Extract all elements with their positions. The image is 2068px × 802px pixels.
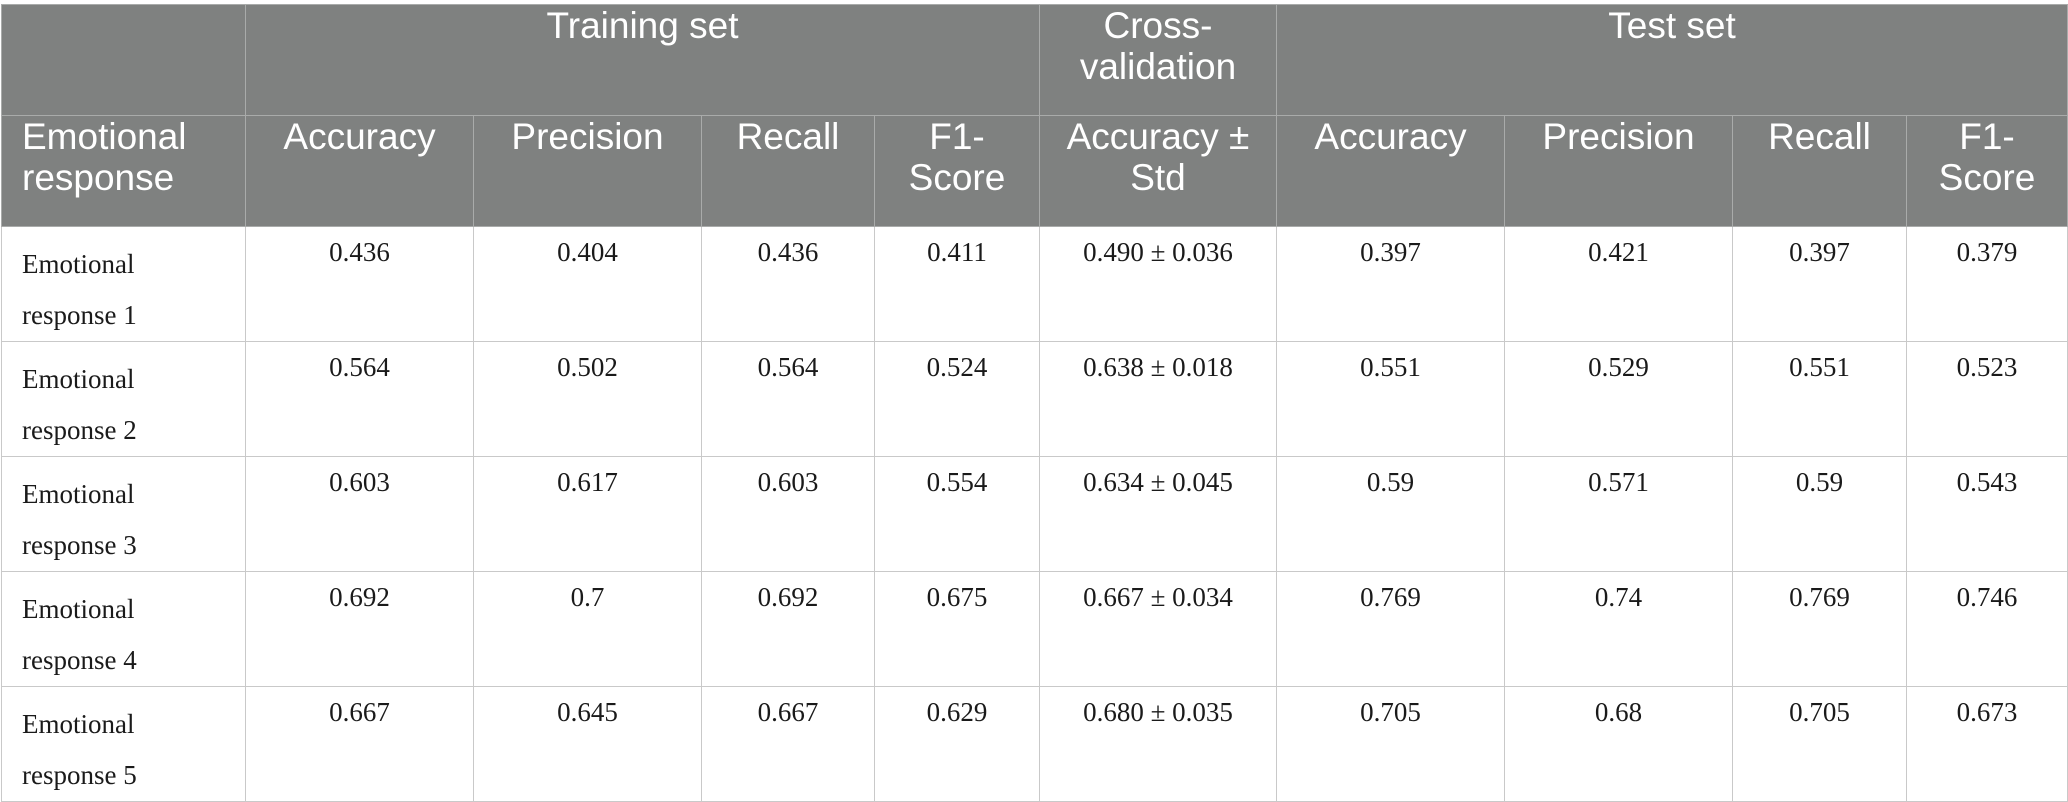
table-cell: 0.634 ± 0.045: [1039, 456, 1277, 572]
column-header-test-accuracy: Accuracy: [1276, 115, 1505, 227]
row-label: Emotional response 3: [1, 456, 246, 572]
column-header-label: F1-Score: [908, 116, 1006, 198]
row-label-text: Emotional response 3: [22, 479, 137, 560]
table-cell: 0.692: [701, 571, 875, 687]
table-row: Emotional response 2 0.564 0.502 0.564 0…: [1, 341, 2068, 457]
column-header-train-recall: Recall: [701, 115, 875, 227]
table-cell: 0.629: [874, 686, 1040, 802]
row-label: Emotional response 1: [1, 226, 246, 342]
cross-validation-label: Cross-validation: [1079, 5, 1237, 87]
table-cell: 0.524: [874, 341, 1040, 457]
table-cell: 0.692: [245, 571, 474, 687]
table-cell: 0.59: [1732, 456, 1907, 572]
group-header-empty: [1, 4, 246, 116]
row-label: Emotional response 2: [1, 341, 246, 457]
table-row: Emotional response 5 0.667 0.645 0.667 0…: [1, 686, 2068, 802]
table-cell: 0.411: [874, 226, 1040, 342]
table-cell: 0.379: [1906, 226, 2068, 342]
column-header-cv-accuracy-std: Accuracy ± Std: [1039, 115, 1277, 227]
table-cell: 0.551: [1732, 341, 1907, 457]
metrics-table: Training set Cross-validation Test set E…: [1, 4, 2068, 802]
table-cell: 0.490 ± 0.036: [1039, 226, 1277, 342]
column-header-row: Emotional response Accuracy Precision Re…: [1, 115, 2068, 227]
column-header-test-f1-score: F1-Score: [1906, 115, 2068, 227]
table-cell: 0.74: [1504, 571, 1733, 687]
table-cell: 0.603: [701, 456, 875, 572]
table-cell: 0.404: [473, 226, 702, 342]
table-cell: 0.673: [1906, 686, 2068, 802]
group-header-row: Training set Cross-validation Test set: [1, 4, 2068, 116]
column-header-label: F1-Score: [1938, 116, 2036, 198]
column-header-label: Emotional response: [22, 116, 187, 198]
table-cell: 0.680 ± 0.035: [1039, 686, 1277, 802]
table-cell: 0.769: [1276, 571, 1505, 687]
table-cell: 0.645: [473, 686, 702, 802]
group-header-training-set: Training set: [245, 4, 1040, 116]
table-cell: 0.59: [1276, 456, 1505, 572]
table-cell: 0.543: [1906, 456, 2068, 572]
table-cell: 0.397: [1276, 226, 1505, 342]
row-label: Emotional response 4: [1, 571, 246, 687]
table-cell: 0.436: [245, 226, 474, 342]
table-cell: 0.551: [1276, 341, 1505, 457]
table-cell: 0.705: [1276, 686, 1505, 802]
row-label-text: Emotional response 1: [22, 249, 137, 330]
table-cell: 0.564: [701, 341, 875, 457]
table-cell: 0.667: [701, 686, 875, 802]
table-cell: 0.7: [473, 571, 702, 687]
table-cell: 0.529: [1504, 341, 1733, 457]
table-cell: 0.523: [1906, 341, 2068, 457]
row-label-text: Emotional response 2: [22, 364, 137, 445]
table-cell: 0.554: [874, 456, 1040, 572]
table-row: Emotional response 1 0.436 0.404 0.436 0…: [1, 226, 2068, 342]
column-header-train-accuracy: Accuracy: [245, 115, 474, 227]
table-row: Emotional response 3 0.603 0.617 0.603 0…: [1, 456, 2068, 572]
column-header-train-f1-score: F1-Score: [874, 115, 1040, 227]
table-cell: 0.705: [1732, 686, 1907, 802]
table-cell: 0.617: [473, 456, 702, 572]
table-cell: 0.436: [701, 226, 875, 342]
table-cell: 0.571: [1504, 456, 1733, 572]
column-header-test-precision: Precision: [1504, 115, 1733, 227]
table-cell: 0.638 ± 0.018: [1039, 341, 1277, 457]
row-label-text: Emotional response 5: [22, 709, 137, 790]
group-header-test-set: Test set: [1276, 4, 2068, 116]
table-cell: 0.502: [473, 341, 702, 457]
table-cell: 0.603: [245, 456, 474, 572]
table-row: Emotional response 4 0.692 0.7 0.692 0.6…: [1, 571, 2068, 687]
table-cell: 0.769: [1732, 571, 1907, 687]
table-cell: 0.421: [1504, 226, 1733, 342]
row-label: Emotional response 5: [1, 686, 246, 802]
column-header-label: Accuracy ± Std: [1066, 116, 1250, 198]
table-cell: 0.675: [874, 571, 1040, 687]
table-cell: 0.667: [245, 686, 474, 802]
table-cell: 0.746: [1906, 571, 2068, 687]
table-cell: 0.397: [1732, 226, 1907, 342]
column-header-emotional-response: Emotional response: [1, 115, 246, 227]
table-cell: 0.564: [245, 341, 474, 457]
column-header-train-precision: Precision: [473, 115, 702, 227]
row-label-text: Emotional response 4: [22, 594, 137, 675]
column-header-test-recall: Recall: [1732, 115, 1907, 227]
table-cell: 0.667 ± 0.034: [1039, 571, 1277, 687]
table-cell: 0.68: [1504, 686, 1733, 802]
group-header-cross-validation: Cross-validation: [1039, 4, 1277, 116]
